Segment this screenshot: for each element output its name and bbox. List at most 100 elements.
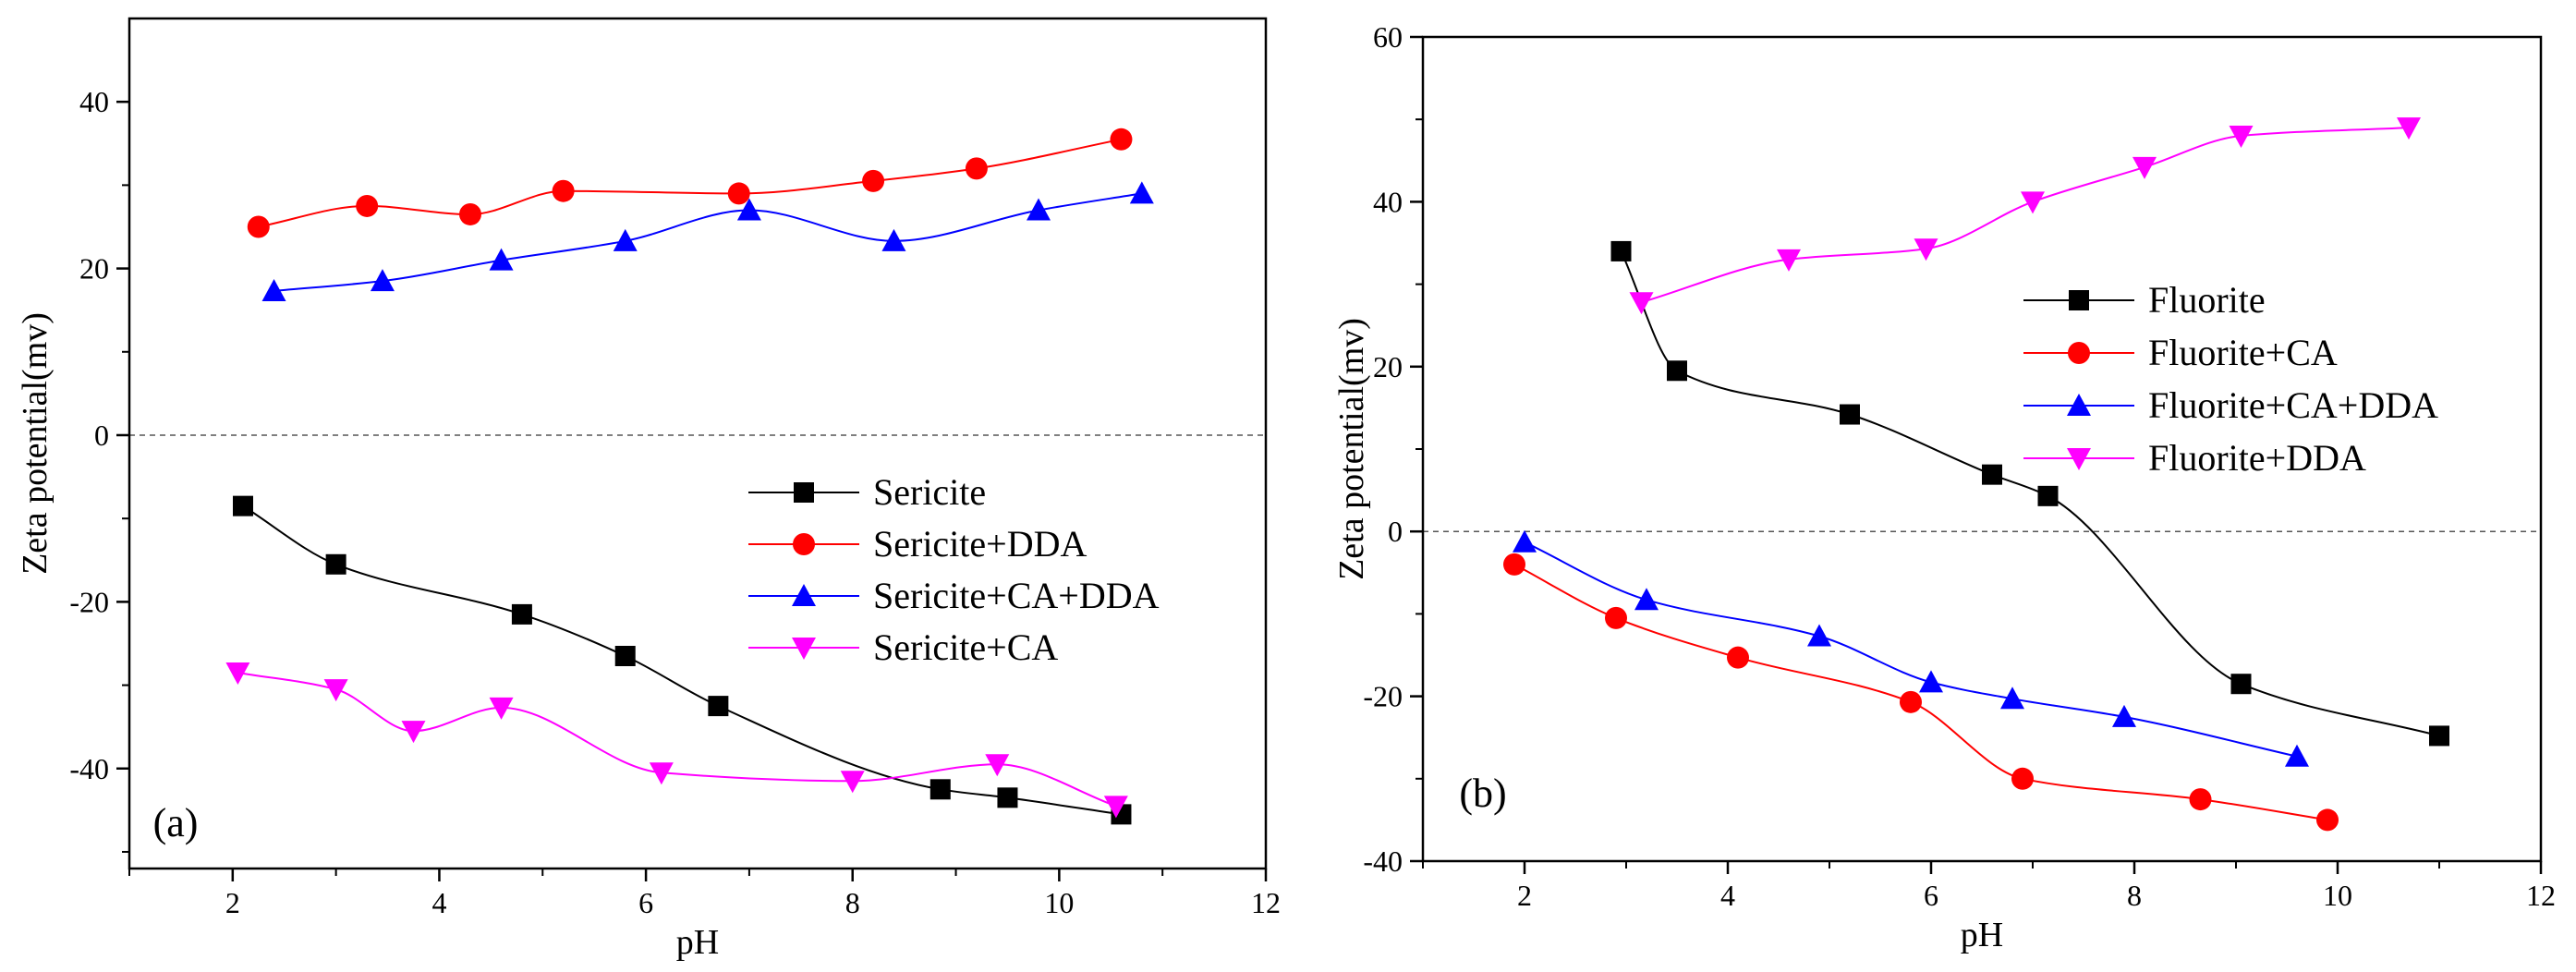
panel-b-xtick-label-6: 12 bbox=[2526, 879, 2556, 912]
panel-a-xtick-label-3: 6 bbox=[638, 886, 653, 919]
panel-b-series-2-point-1 bbox=[1503, 553, 1525, 576]
panel-b-ytick-label-6: 60 bbox=[1373, 20, 1403, 54]
panel-a-series-4-point-4 bbox=[489, 697, 514, 720]
panel-b-series-2 bbox=[1503, 553, 2339, 832]
panel-b-legend-marker-3 bbox=[2067, 394, 2091, 416]
panel-a: 2 4 6 8 10 12 -40 -20 0 20 40 pH Zeta potential(mv) (… bbox=[16, 17, 1281, 962]
panel-a-series-2-point-2 bbox=[356, 194, 379, 217]
panel-b-legend-label-3: Fluorite+CA+DDA bbox=[2148, 384, 2438, 426]
panel-b-legend-label-1: Fluorite bbox=[2148, 279, 2266, 321]
panel-b-series-3-point-7 bbox=[2285, 744, 2309, 767]
panel-b-series-1-point-7 bbox=[2429, 725, 2449, 747]
panel-b-series-3-point-2 bbox=[1634, 588, 1659, 611]
panel-a-legend-label-1: Sericite bbox=[873, 471, 986, 513]
panel-b-series-4-point-2 bbox=[1777, 249, 1801, 272]
panel-a-series-4 bbox=[225, 662, 1128, 819]
panel-a-series-4-point-5 bbox=[649, 762, 674, 785]
panel-b-series-1 bbox=[1610, 240, 2449, 747]
panel-a-series-3-line bbox=[273, 192, 1142, 292]
panel-a-series-4-point-1 bbox=[225, 662, 250, 686]
panel-b-series-4-point-1 bbox=[1629, 292, 1654, 315]
panel-a-axes-frame bbox=[128, 17, 1268, 870]
panel-b-series-4-line bbox=[1641, 127, 2410, 304]
panel-b-legend-marker-2 bbox=[2068, 342, 2090, 364]
panel-a-ytick-label-3: 0 bbox=[94, 419, 109, 452]
panel-a-series-2-point-5 bbox=[727, 182, 750, 205]
panel-b-ytick-label-5: 40 bbox=[1373, 185, 1403, 218]
panel-a-ytick-label-2: -20 bbox=[69, 585, 109, 618]
panel-a-series-3-point-1 bbox=[261, 278, 286, 301]
panel-a-x-axis-label: pH bbox=[676, 923, 719, 962]
panel-a-series-2-point-6 bbox=[862, 169, 885, 192]
panel-a-xtick-label-5: 10 bbox=[1044, 886, 1074, 919]
panel-a-ytick-label-5: 40 bbox=[79, 85, 109, 118]
panel-b-series-1-point-3 bbox=[1840, 404, 1860, 425]
panel-a-series-4-line bbox=[237, 672, 1117, 808]
panel-b-series-4-point-5 bbox=[2132, 156, 2157, 179]
panel-b-series-1-point-4 bbox=[1982, 464, 2002, 485]
panel-b-series-1-point-5 bbox=[2037, 485, 2059, 506]
panel-b-series-2-point-2 bbox=[1605, 606, 1627, 629]
panel-b-series-4-point-3 bbox=[1914, 238, 1938, 261]
panel-a-series-2-point-4 bbox=[552, 179, 575, 202]
panel-a-series-3-point-3 bbox=[489, 248, 514, 271]
panel-a-series-2-point-1 bbox=[247, 215, 270, 238]
panel-b-series-3-point-5 bbox=[2000, 686, 2024, 710]
panel-b-ytick-label-1: -40 bbox=[1363, 844, 1403, 878]
panel-b-legend: Fluorite Fluorite+CA Fluorite+CA+DDA Fluori… bbox=[2023, 279, 2438, 479]
panel-a-series-1-point-4 bbox=[614, 646, 636, 666]
panel-b-xtick-label-4: 8 bbox=[2127, 879, 2142, 912]
panel-a-series-2-point-7 bbox=[965, 157, 988, 180]
panel-a-series-1-point-6 bbox=[930, 779, 951, 800]
panel-a-series-3-point-6 bbox=[881, 228, 906, 251]
panel-a-series-3-point-7 bbox=[1027, 198, 1051, 221]
panel-a-series-3-point-2 bbox=[370, 269, 395, 292]
panel-a-legend: Sericite Sericite+DDA Sericite+CA+DDA Seric… bbox=[748, 471, 1160, 668]
panel-b-series-4-point-6 bbox=[2229, 126, 2254, 149]
panel-b-xtick-label-1: 2 bbox=[1517, 879, 1532, 912]
panel-a-legend-marker-2 bbox=[793, 533, 815, 555]
panel-a-series-1-point-5 bbox=[708, 696, 729, 717]
panel-a-ytick-label-4: 20 bbox=[79, 252, 109, 286]
panel-b-x-axis-label: pH bbox=[1961, 916, 2003, 954]
panel-b-series-3-line bbox=[1524, 541, 2298, 758]
panel-b-series-1-point-1 bbox=[1610, 240, 1632, 261]
panel-b-ytick-label-3: 0 bbox=[1388, 515, 1403, 548]
panel-a-legend-label-4: Sericite+CA bbox=[873, 626, 1058, 668]
panel-a-series-4-point-2 bbox=[323, 679, 348, 702]
panel-a-xtick-label-2: 4 bbox=[431, 886, 446, 919]
panel-a-series-3 bbox=[261, 181, 1154, 301]
panel-a-xtick-label-6: 12 bbox=[1251, 886, 1281, 919]
panel-b-legend-label-4: Fluorite+DDA bbox=[2148, 437, 2366, 479]
panel-a-panel-label: (a) bbox=[153, 800, 199, 845]
panel-a-series-2-point-8 bbox=[1110, 128, 1133, 151]
panel-b-series-3-point-6 bbox=[2112, 704, 2136, 727]
panel-b-ytick-label-2: -20 bbox=[1363, 680, 1403, 713]
panel-b-legend-marker-1 bbox=[2069, 290, 2089, 310]
panel-b-ytick-label-4: 20 bbox=[1373, 350, 1403, 383]
panel-b-axes-frame bbox=[1421, 35, 2543, 863]
panel-a-series-1-point-7 bbox=[997, 787, 1018, 808]
panel-b-series-4-point-7 bbox=[2397, 117, 2421, 140]
panel-b-series-1-point-2 bbox=[1667, 360, 1687, 382]
panel-a-xtick-label-1: 2 bbox=[225, 886, 240, 919]
panel-b-series-3-point-1 bbox=[1513, 529, 1537, 553]
panel-a-series-3-point-8 bbox=[1129, 181, 1154, 204]
panel-b-panel-label: (b) bbox=[1459, 771, 1506, 816]
panel-a-legend-label-2: Sericite+DDA bbox=[873, 523, 1088, 565]
panel-b: 2 4 6 8 10 12 -40 -20 0 20 40 60 pH Zeta potential(mv… bbox=[1332, 20, 2556, 954]
panel-a-legend-marker-1 bbox=[794, 482, 814, 503]
panel-b-series-2-point-4 bbox=[1900, 690, 1922, 713]
panel-b-series-4-point-4 bbox=[2021, 191, 2045, 214]
panel-a-ytick-label-1: -40 bbox=[69, 752, 109, 785]
panel-a-legend-marker-4 bbox=[792, 638, 816, 660]
panel-a-series-4-point-8 bbox=[1103, 796, 1128, 819]
panel-a-series-1-point-3 bbox=[511, 603, 532, 625]
panel-b-series-2-point-5 bbox=[2011, 767, 2034, 790]
panel-a-series-1-point-1 bbox=[233, 495, 253, 516]
panel-a-series-4-point-6 bbox=[840, 771, 865, 794]
panel-b-legend-marker-4 bbox=[2067, 448, 2091, 470]
panel-a-series-1-line bbox=[242, 504, 1122, 816]
panel-a-y-axis-label: Zeta potential(mv) bbox=[16, 312, 55, 575]
